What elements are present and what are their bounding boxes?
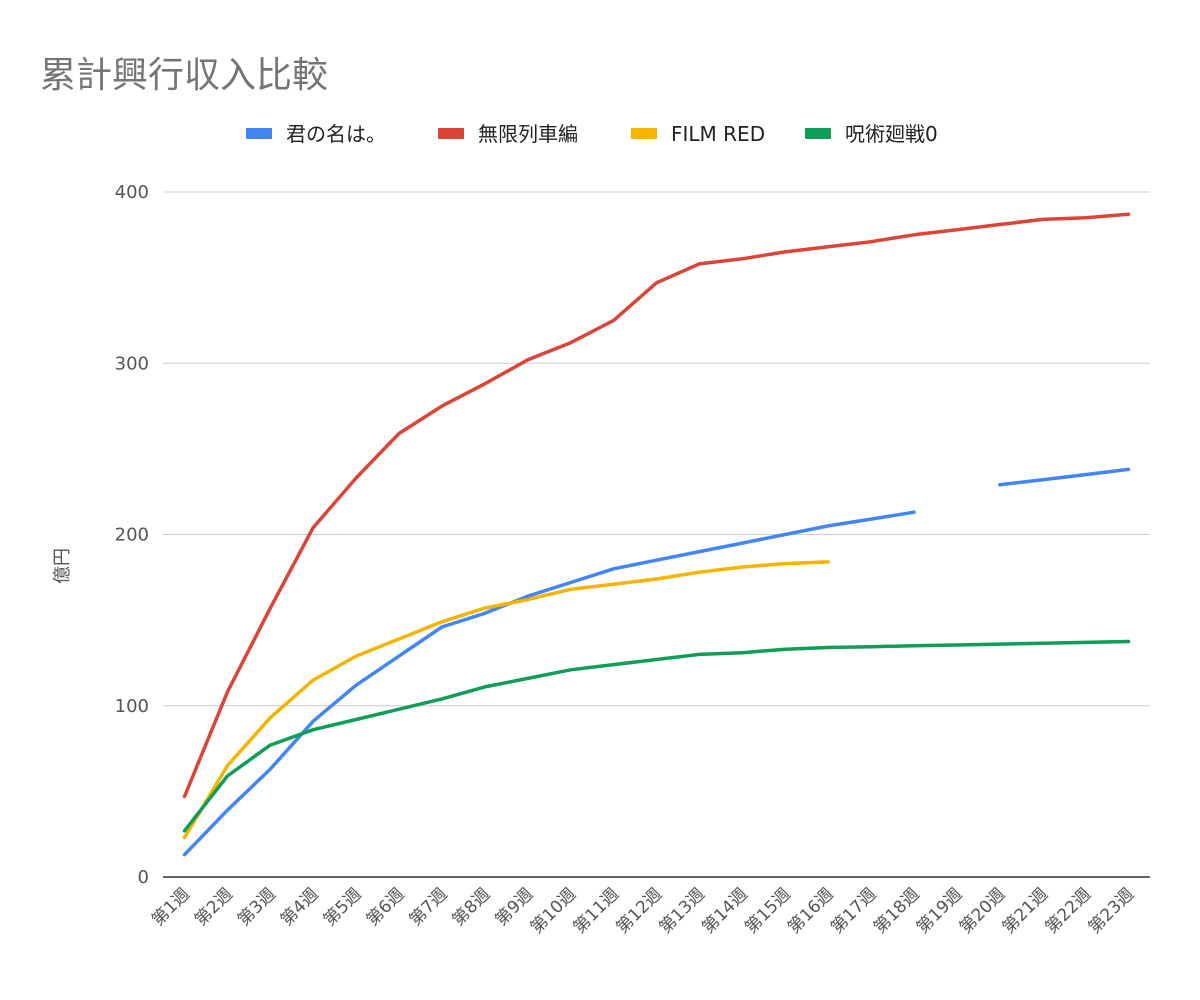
x-tick-label: 第16週 [784, 884, 837, 937]
gridlines [163, 191, 1150, 878]
legend-label: FILM RED [671, 122, 765, 146]
y-axis-label: 億円 [52, 548, 73, 584]
legend-label: 君の名は。 [286, 122, 386, 146]
legend: 君の名は。 無限列車編 FILM RED 呪術廻戦0 [246, 122, 938, 146]
x-tick-label: 第18週 [870, 884, 923, 937]
x-tick-label: 第12週 [613, 884, 666, 937]
x-tick-label: 第19週 [913, 884, 966, 937]
x-tick-label: 第23週 [1085, 884, 1138, 937]
x-tick-label: 第20週 [956, 884, 1009, 937]
y-tick-label: 100 [115, 696, 149, 717]
series-line [182, 212, 1131, 799]
x-tick-label: 第3週 [234, 884, 280, 930]
x-tick-label: 第14週 [698, 884, 751, 937]
y-tick-label: 400 [115, 182, 149, 203]
legend-swatch [805, 128, 831, 139]
legend-swatch [631, 128, 657, 139]
x-tick-label: 第21週 [999, 884, 1052, 937]
legend-swatch [246, 128, 272, 139]
y-tick-label: 0 [138, 867, 149, 888]
series-line [182, 510, 916, 857]
x-tick-label: 第4週 [277, 884, 323, 930]
x-tick-label: 第6週 [363, 884, 409, 930]
legend-label: 呪術廻戦0 [845, 122, 938, 146]
x-tick-label: 第2週 [191, 884, 237, 930]
x-tick-label: 第11週 [570, 884, 623, 937]
x-tick-label: 第13週 [655, 884, 708, 937]
chart-title: 累計興行収入比較 [40, 55, 329, 96]
x-tick-label: 第1週 [148, 884, 194, 930]
x-tick-label: 第15週 [741, 884, 794, 937]
series-line [998, 467, 1131, 487]
x-tick-label: 第22週 [1042, 884, 1095, 937]
y-tick-label: 200 [115, 525, 149, 546]
y-tick-label: 300 [115, 353, 149, 374]
x-tick-label: 第17週 [827, 884, 880, 937]
legend-swatch [438, 128, 464, 139]
series-lines [182, 212, 1131, 857]
x-tick-label: 第10週 [527, 884, 580, 937]
legend-label: 無限列車編 [478, 122, 578, 146]
series-line [182, 560, 830, 840]
y-axis: 0 100 200 300 400 [115, 182, 149, 888]
x-axis: 第1週第2週第3週第4週第5週第6週第7週第8週第9週第10週第11週第12週第… [148, 884, 1138, 937]
x-tick-label: 第7週 [406, 884, 452, 930]
x-tick-label: 第5週 [320, 884, 366, 930]
x-tick-label: 第8週 [449, 884, 495, 930]
series-line [182, 639, 1131, 833]
